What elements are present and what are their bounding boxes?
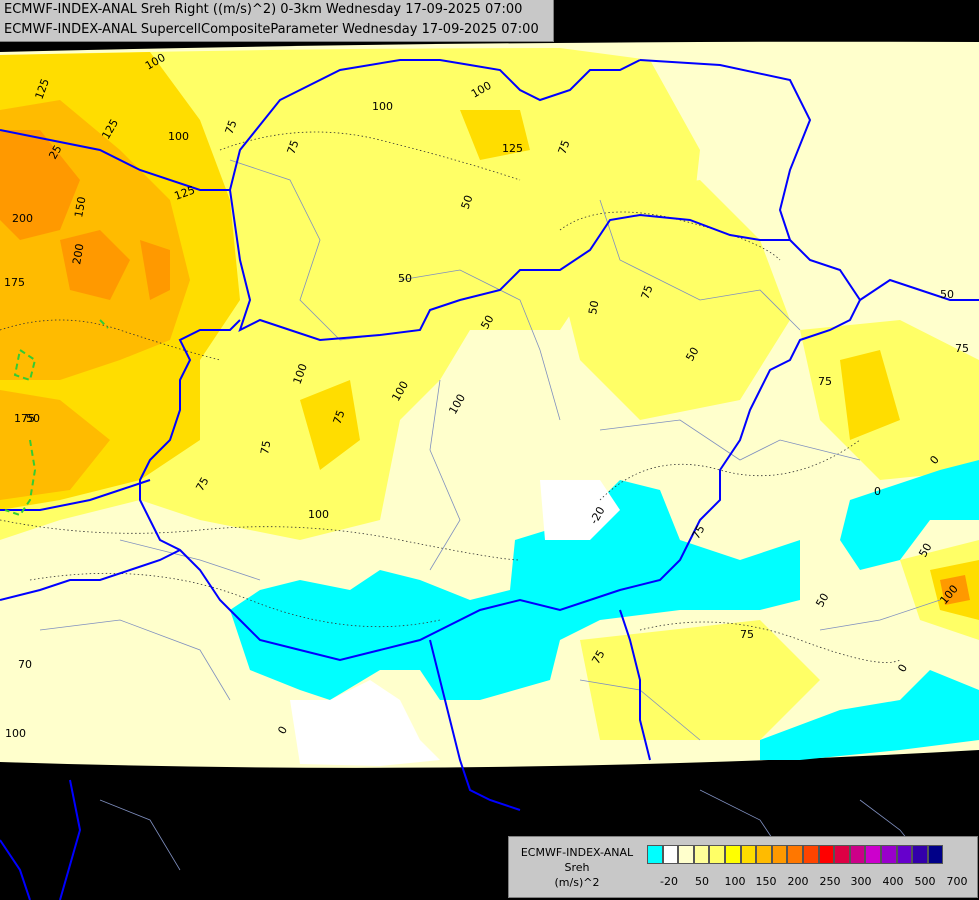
legend-color-cell — [647, 845, 663, 864]
legend-color-cell — [787, 845, 803, 864]
legend-tick-label: 100 — [724, 875, 746, 888]
contour-label: 50 — [940, 288, 954, 301]
contour-label: 75 — [818, 375, 832, 388]
contour-label: 75 — [955, 342, 969, 355]
contour-label: 75 — [740, 628, 754, 641]
legend-tick-label: -20 — [660, 875, 678, 888]
legend-color-cell — [927, 845, 944, 864]
legend-color-bar — [647, 845, 944, 864]
sreh-fill-dark-orange — [0, 130, 970, 605]
contour-label: 75 — [556, 138, 573, 156]
contour-label: 200 — [70, 243, 86, 266]
country-borders — [0, 59, 979, 900]
color-legend: ECMWF-INDEX-ANAL Sreh (m/s)^2 -20 50 100 15… — [508, 836, 978, 898]
contour-label: 50 — [586, 299, 601, 315]
contour-label: 25 — [46, 143, 64, 162]
sreh-fill-cyan — [230, 460, 979, 762]
title-line-2: ECMWF-INDEX-ANAL SupercellCompositeParam… — [4, 22, 539, 37]
scp-contour — [4, 319, 109, 517]
legend-color-cell — [693, 845, 710, 864]
contour-label: 125 — [502, 142, 523, 155]
legend-color-cell — [818, 845, 835, 864]
contour-label: 75 — [193, 475, 211, 494]
contour-label: 70 — [18, 658, 32, 671]
legend-tick-label: 300 — [850, 875, 872, 888]
legend-color-cell — [912, 845, 928, 864]
contour-label: 150 — [72, 196, 88, 219]
legend-title: ECMWF-INDEX-ANAL Sreh (m/s)^2 — [513, 845, 641, 890]
contour-label: 200 — [12, 212, 33, 225]
legend-color-cell — [865, 845, 881, 864]
legend-tick-label: 400 — [882, 875, 904, 888]
legend-color-cell — [771, 845, 788, 864]
contour-label: 0.5 — [0, 471, 3, 489]
legend-color-cell — [802, 845, 819, 864]
contour-label: 75 — [689, 523, 707, 542]
legend-title-line1: ECMWF-INDEX-ANAL — [520, 846, 634, 859]
contour-label: 75 — [639, 283, 656, 301]
contour-label: 50 — [683, 345, 701, 364]
contour-label: 0 — [874, 485, 881, 498]
legend-color-cell — [662, 845, 679, 864]
title-line-1: ECMWF-INDEX-ANAL Sreh Right ((m/s)^2) 0-… — [4, 2, 523, 17]
legend-color-cell — [724, 845, 741, 864]
contour-label: 75 — [258, 439, 273, 455]
legend-title-line2: Sreh — [564, 861, 590, 874]
contour-label: 100 — [372, 100, 393, 113]
legend-ticks: -20 50 100 150 200 250 300 400 500 700 — [647, 875, 977, 889]
contour-label: 175 — [14, 412, 35, 425]
legend-color-cell — [834, 845, 850, 864]
contour-label: 100 — [308, 508, 329, 521]
legend-color-cell — [896, 845, 913, 864]
contour-label: 100 — [5, 727, 26, 740]
legend-color-cell — [849, 845, 866, 864]
legend-color-cell — [880, 845, 897, 864]
contour-label: 50 — [916, 541, 934, 560]
contour-label: 175 — [4, 276, 25, 289]
contour-label: 50 — [813, 591, 831, 610]
legend-tick-label: 250 — [819, 875, 841, 888]
legend-title-line3: (m/s)^2 — [554, 876, 600, 889]
region-borders — [39, 159, 941, 881]
contour-label: 50 — [26, 412, 40, 425]
title-box: ECMWF-INDEX-ANAL Sreh Right ((m/s)^2) 0-… — [0, 0, 554, 42]
contour-label: 50 — [459, 193, 476, 211]
legend-tick-label: 500 — [914, 875, 936, 888]
legend-color-cell — [709, 845, 725, 864]
sreh-fill-white — [290, 480, 620, 766]
contour-label: 75 — [223, 118, 240, 136]
contour-label: 75 — [331, 408, 348, 426]
legend-tick-label: 50 — [695, 875, 709, 888]
contour-label: 50 — [398, 272, 412, 285]
legend-color-cell — [678, 845, 694, 864]
contour-label: 100 — [168, 130, 189, 143]
contour-label: 75 — [589, 648, 607, 667]
contour-label: 75 — [285, 138, 302, 156]
legend-color-cell — [756, 845, 772, 864]
legend-tick-label: 700 — [946, 875, 968, 888]
contour-label: 50 — [478, 313, 496, 332]
legend-tick-label: 150 — [755, 875, 777, 888]
legend-tick-label: 200 — [787, 875, 809, 888]
legend-color-cell — [740, 845, 757, 864]
